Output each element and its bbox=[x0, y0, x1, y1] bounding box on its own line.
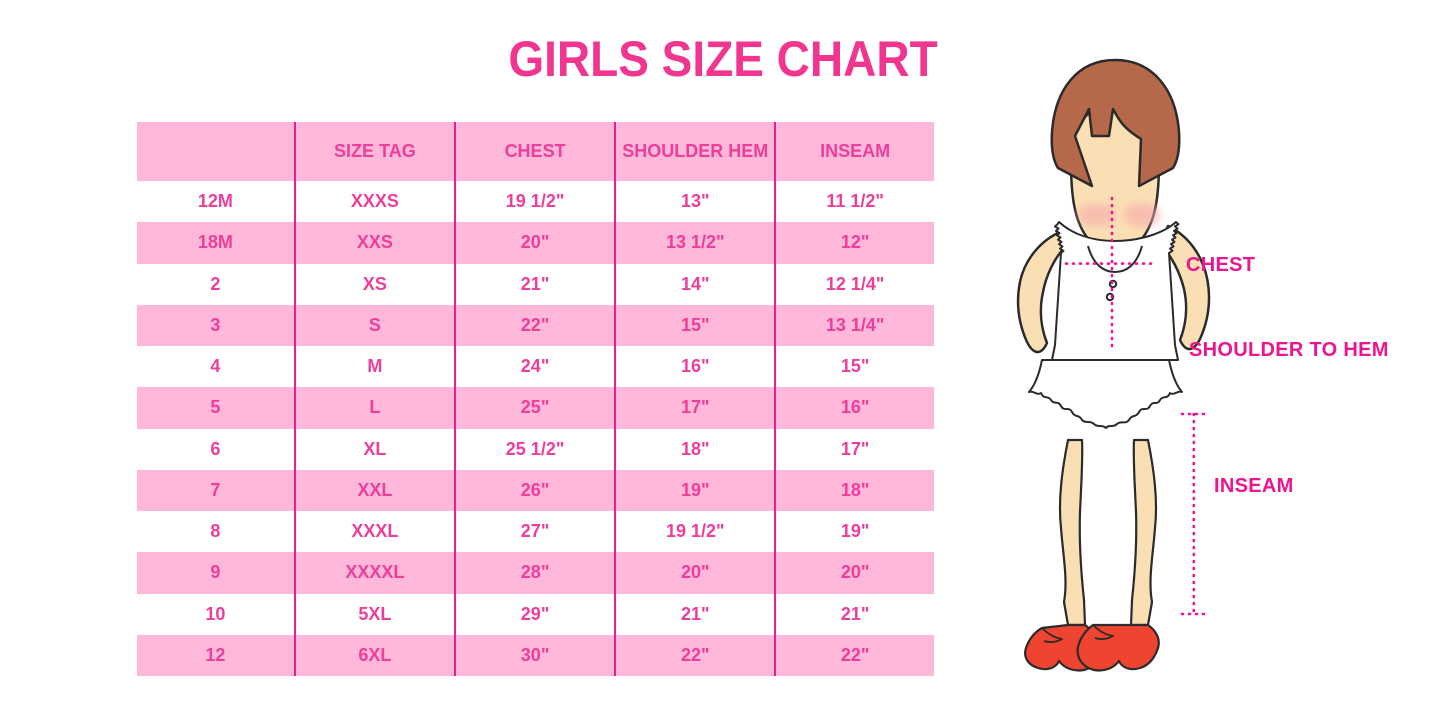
svg-text:CHEST: CHEST bbox=[1186, 254, 1255, 276]
svg-text:INSEAM: INSEAM bbox=[1214, 475, 1294, 497]
svg-text:SHOULDER TO HEM: SHOULDER TO HEM bbox=[1189, 339, 1389, 361]
